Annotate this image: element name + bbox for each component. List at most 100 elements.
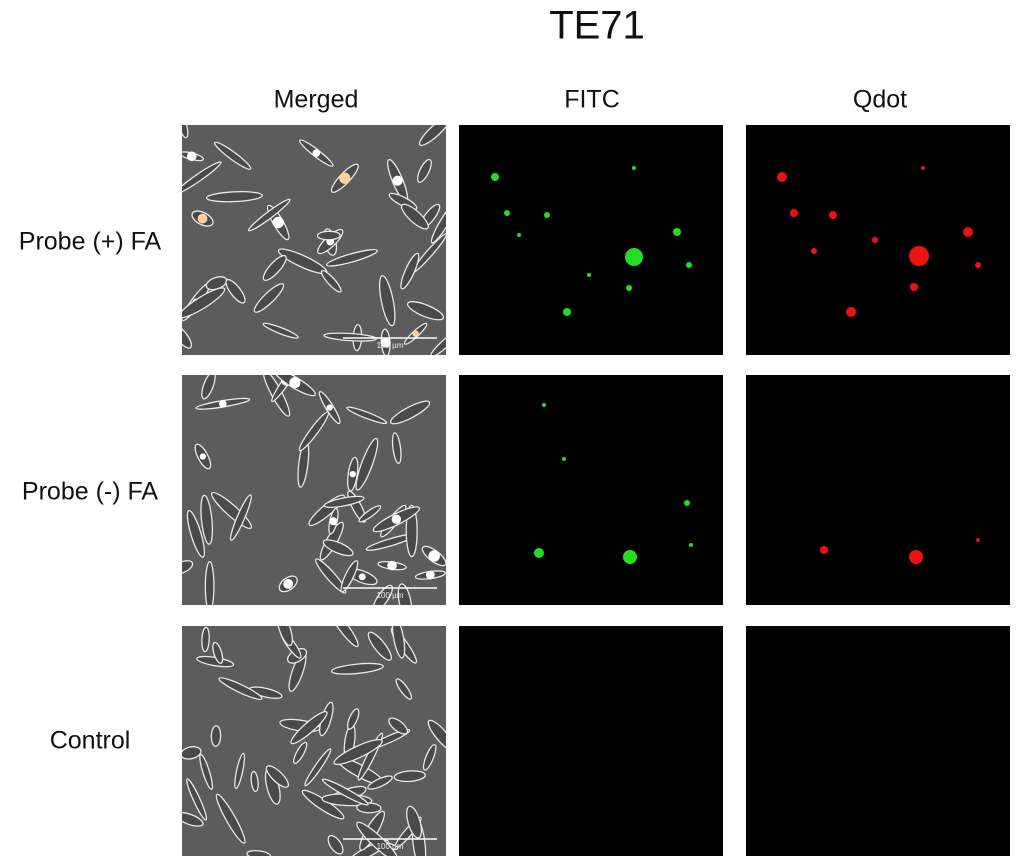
cell bbox=[358, 505, 382, 523]
cell-highlight bbox=[349, 470, 356, 478]
fluorescent-spot bbox=[963, 227, 973, 237]
panel-background bbox=[459, 626, 723, 856]
scale-bar-label: 100 µm bbox=[377, 842, 404, 851]
fluorescent-spot bbox=[777, 172, 787, 182]
cell-highlight bbox=[358, 573, 366, 581]
micrograph bbox=[746, 125, 1010, 355]
cell bbox=[182, 161, 222, 195]
cell bbox=[325, 248, 378, 267]
cell-highlight bbox=[312, 149, 321, 157]
cell bbox=[186, 778, 208, 821]
fluorescent-spot bbox=[623, 550, 637, 564]
cell-highlight bbox=[289, 377, 301, 389]
cell-highlight bbox=[391, 514, 402, 524]
cell-highlight bbox=[339, 172, 351, 184]
cell bbox=[204, 561, 215, 605]
panel-content bbox=[182, 375, 446, 605]
cell bbox=[327, 834, 344, 855]
micrograph bbox=[459, 375, 723, 605]
cell bbox=[323, 332, 377, 342]
panel-background bbox=[746, 375, 1010, 605]
fluorescent-spot bbox=[790, 209, 798, 217]
scale-bar-label: 100 µm bbox=[377, 341, 404, 350]
cell-highlight bbox=[425, 570, 435, 580]
fluorescent-spot bbox=[684, 500, 690, 506]
cell bbox=[229, 494, 252, 541]
fluorescent-spot bbox=[563, 308, 571, 316]
panel-content bbox=[534, 403, 693, 564]
fluorescent-spot bbox=[587, 273, 591, 277]
fluorescent-spot bbox=[673, 228, 681, 236]
micrograph bbox=[459, 125, 723, 355]
cell bbox=[330, 662, 384, 675]
cell bbox=[406, 301, 445, 321]
fluorescent-spot bbox=[625, 248, 643, 266]
column-header: Qdot bbox=[853, 86, 907, 114]
fluorescent-spot bbox=[975, 262, 981, 268]
fluorescent-spot bbox=[909, 246, 929, 266]
micrograph: 100 µm bbox=[182, 626, 446, 856]
cell bbox=[182, 560, 194, 575]
cell bbox=[355, 437, 379, 491]
cell-highlight bbox=[380, 337, 391, 348]
cell bbox=[214, 141, 252, 170]
micrograph bbox=[746, 626, 1010, 856]
cell bbox=[422, 744, 437, 771]
panel-background bbox=[182, 125, 446, 355]
row-label: Probe (-) FA bbox=[22, 478, 158, 506]
micrograph bbox=[746, 375, 1010, 605]
cell bbox=[293, 741, 308, 765]
fluorescent-spot bbox=[921, 166, 925, 170]
panel-content bbox=[182, 626, 446, 856]
fluorescent-spot bbox=[504, 210, 510, 216]
cell bbox=[372, 584, 394, 605]
cell bbox=[395, 678, 413, 700]
fluorescent-spot bbox=[846, 307, 856, 317]
cell bbox=[391, 432, 402, 465]
column-header: Merged bbox=[274, 86, 359, 114]
fluorescent-spot bbox=[829, 211, 837, 219]
fluorescent-spot bbox=[811, 248, 817, 254]
cell bbox=[416, 158, 432, 183]
cell bbox=[201, 626, 210, 653]
panel-background bbox=[746, 626, 1010, 856]
cell bbox=[276, 626, 293, 647]
cell-highlight bbox=[392, 175, 403, 186]
cell bbox=[400, 252, 420, 290]
fluorescent-spot bbox=[976, 538, 980, 542]
cell-highlight bbox=[219, 400, 227, 408]
fluorescent-spot bbox=[872, 237, 878, 243]
cell-highlight bbox=[412, 330, 419, 338]
panel-background bbox=[459, 125, 723, 355]
cell bbox=[218, 677, 263, 701]
fluorescent-spot bbox=[910, 283, 918, 291]
cell bbox=[200, 494, 214, 545]
cell-highlight bbox=[387, 560, 397, 571]
fluorescent-spot bbox=[534, 548, 544, 558]
cell bbox=[356, 802, 382, 814]
cell-highlight bbox=[283, 578, 294, 589]
cell-highlight bbox=[272, 216, 284, 229]
cell bbox=[201, 375, 216, 400]
micrograph: 100 µm bbox=[182, 125, 446, 355]
micrograph: 100 µm bbox=[182, 375, 446, 605]
cell bbox=[234, 752, 246, 790]
cell bbox=[346, 406, 388, 425]
fluorescent-spot bbox=[626, 285, 632, 291]
cell bbox=[212, 641, 224, 664]
cell-highlight bbox=[428, 550, 440, 562]
cell bbox=[262, 322, 299, 339]
cell bbox=[298, 411, 330, 452]
figure-title: TE71 bbox=[549, 4, 645, 48]
cell bbox=[215, 793, 246, 844]
fluorescent-spot bbox=[517, 233, 521, 237]
cell bbox=[320, 269, 342, 293]
cell bbox=[182, 287, 226, 319]
cell bbox=[430, 331, 446, 355]
fluorescent-spot bbox=[909, 550, 923, 564]
cell bbox=[199, 753, 214, 790]
cell bbox=[391, 626, 406, 659]
cell bbox=[253, 283, 285, 313]
